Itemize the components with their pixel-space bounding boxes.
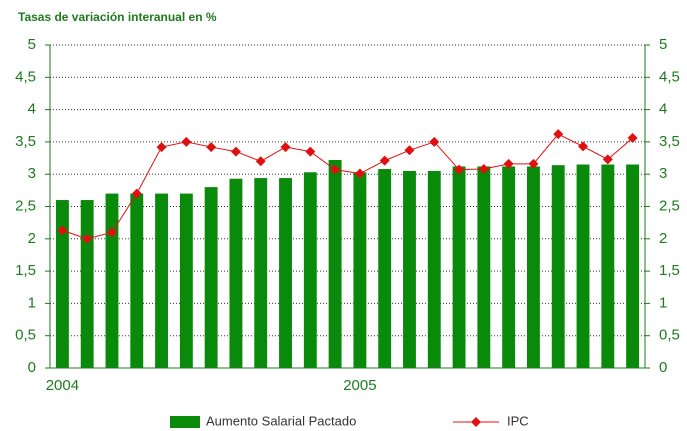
y2-tick-label: 5: [659, 36, 667, 53]
bar: [477, 166, 491, 368]
marker: [627, 133, 638, 144]
y2-tick-label: 4,5: [659, 68, 680, 85]
legend-swatch: [170, 416, 200, 428]
marker: [131, 188, 142, 199]
marker: [478, 164, 489, 175]
marker: [57, 225, 68, 236]
y-tick-label: 2: [28, 230, 36, 247]
marker: [553, 129, 564, 140]
marker: [528, 158, 539, 169]
bar: [179, 193, 193, 368]
bar: [229, 178, 243, 368]
marker: [255, 156, 266, 167]
bar: [105, 193, 119, 368]
bar: [55, 200, 69, 368]
y2-tick-label: 1: [659, 294, 667, 311]
marker: [602, 154, 613, 165]
y2-tick-label: 1,5: [659, 262, 680, 279]
bar: [303, 172, 317, 368]
marker: [379, 155, 390, 166]
marker: [280, 142, 291, 153]
x-tick-label: 2005: [343, 377, 376, 394]
marker: [305, 146, 316, 157]
marker: [454, 164, 465, 175]
bar: [601, 164, 615, 368]
bar: [626, 164, 640, 368]
bar: [403, 170, 416, 368]
bar: [130, 193, 144, 368]
y-tick-label: 0,5: [15, 327, 36, 344]
bar: [452, 166, 466, 368]
y2-tick-label: 4: [659, 101, 667, 118]
y-tick-label: 4,5: [15, 68, 36, 85]
bar: [254, 178, 268, 368]
marker: [578, 141, 589, 152]
bar: [378, 169, 392, 368]
y2-tick-label: 2: [659, 230, 667, 247]
y-tick-label: 5: [28, 36, 36, 53]
marker: [503, 158, 514, 169]
legend-label: Aumento Salarial Pactado: [206, 413, 356, 428]
marker: [230, 146, 241, 157]
marker: [156, 142, 167, 153]
y2-tick-label: 3,5: [659, 133, 680, 150]
bar: [155, 193, 169, 368]
y-tick-label: 4: [28, 101, 36, 118]
bar: [279, 178, 292, 368]
marker: [181, 136, 192, 147]
marker: [106, 227, 117, 238]
bar: [526, 166, 540, 368]
bar: [328, 159, 342, 368]
bar: [551, 165, 565, 368]
legend-label: IPC: [507, 413, 529, 428]
line: [62, 133, 633, 240]
x-tick-label: 2004: [46, 377, 79, 394]
bar: [576, 164, 590, 368]
y2-tick-label: 0,5: [659, 327, 680, 344]
marker: [82, 233, 93, 244]
y-tick-label: 1,5: [15, 262, 36, 279]
y-tick-label: 0: [28, 359, 36, 376]
y-tick-label: 3,5: [15, 133, 36, 150]
marker: [404, 145, 415, 156]
bar: [204, 187, 218, 368]
legend-marker: [471, 417, 481, 427]
bar: [502, 166, 516, 368]
y-tick-label: 2,5: [15, 197, 36, 214]
bar: [80, 200, 94, 368]
y-tick-label: 1: [28, 294, 36, 311]
marker: [206, 142, 217, 153]
marker: [330, 164, 341, 175]
y-tick-label: 3: [28, 165, 36, 182]
marker: [354, 168, 365, 179]
y2-tick-label: 2,5: [659, 197, 680, 214]
bar: [427, 170, 441, 368]
y2-tick-label: 0: [659, 359, 667, 376]
chart-title: Tasas de variación interanual en %: [18, 10, 217, 24]
marker: [429, 136, 440, 147]
y2-tick-label: 3: [659, 165, 667, 182]
bar: [353, 172, 367, 368]
